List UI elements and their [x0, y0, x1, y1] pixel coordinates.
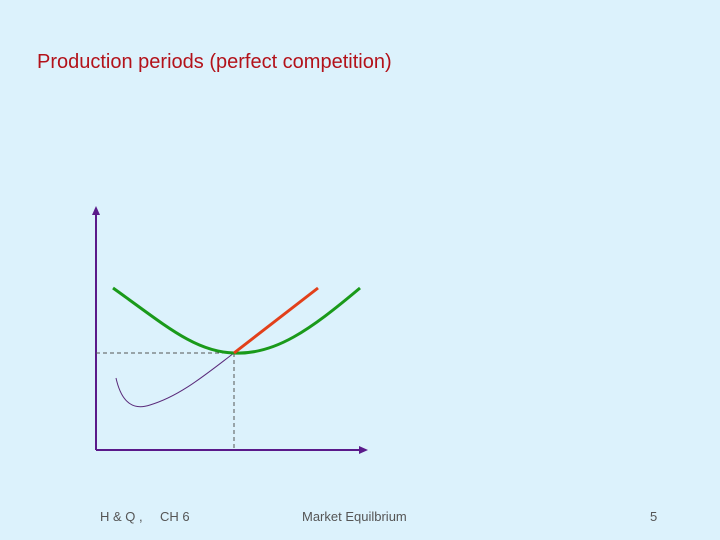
footer-chapter: CH 6 [160, 509, 190, 524]
slide-title: Production periods (perfect competition) [37, 51, 392, 73]
page-number: 5 [650, 509, 657, 524]
footer-center: Market Equilbrium [302, 509, 407, 524]
x-arrow [359, 446, 368, 454]
footer-left: H & Q , [100, 509, 143, 524]
y-arrow [92, 206, 100, 215]
avc-curve [115, 352, 235, 408]
axes [95, 212, 362, 451]
mc-line [233, 286, 319, 355]
